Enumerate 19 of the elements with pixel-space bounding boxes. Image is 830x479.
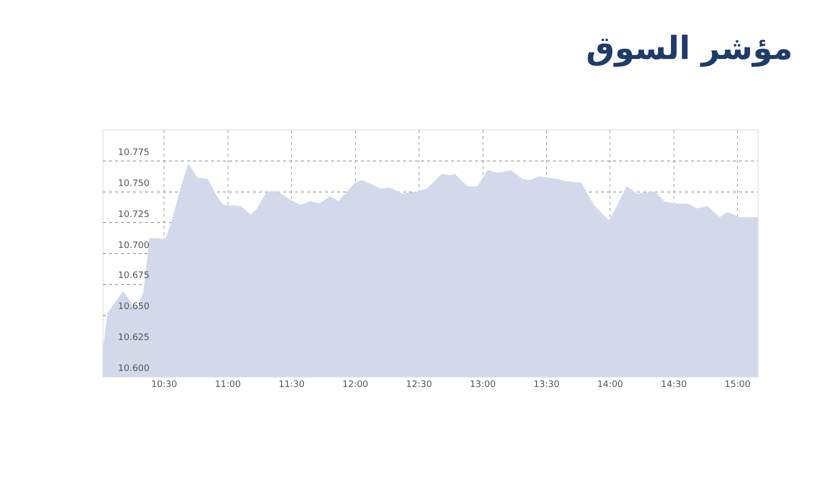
x-tick-label: 15:00 bbox=[724, 380, 751, 390]
y-tick-label: 10.600 bbox=[118, 364, 150, 374]
x-tick-label: 10:30 bbox=[151, 380, 178, 390]
chart-title: مؤشر السوق bbox=[586, 29, 793, 68]
x-tick-label: 11:30 bbox=[278, 380, 305, 390]
y-tick-label: 10.725 bbox=[118, 210, 150, 220]
y-tick-label: 10.700 bbox=[118, 241, 150, 251]
x-tick-label: 11:00 bbox=[214, 380, 242, 390]
x-tick-label: 14:00 bbox=[597, 380, 624, 390]
x-tick-label: 14:30 bbox=[660, 380, 688, 390]
x-tick-label: 12:30 bbox=[406, 380, 432, 390]
x-tick-label: 12:00 bbox=[342, 380, 369, 390]
y-tick-label: 10.750 bbox=[118, 179, 150, 189]
y-tick-label: 10.650 bbox=[118, 302, 150, 312]
y-tick-label: 10.775 bbox=[118, 148, 150, 158]
y-tick-label: 10.675 bbox=[118, 271, 150, 281]
y-tick-label: 10.625 bbox=[118, 333, 150, 343]
x-tick-label: 13:30 bbox=[533, 380, 560, 390]
x-tick-label: 13:00 bbox=[470, 380, 496, 390]
